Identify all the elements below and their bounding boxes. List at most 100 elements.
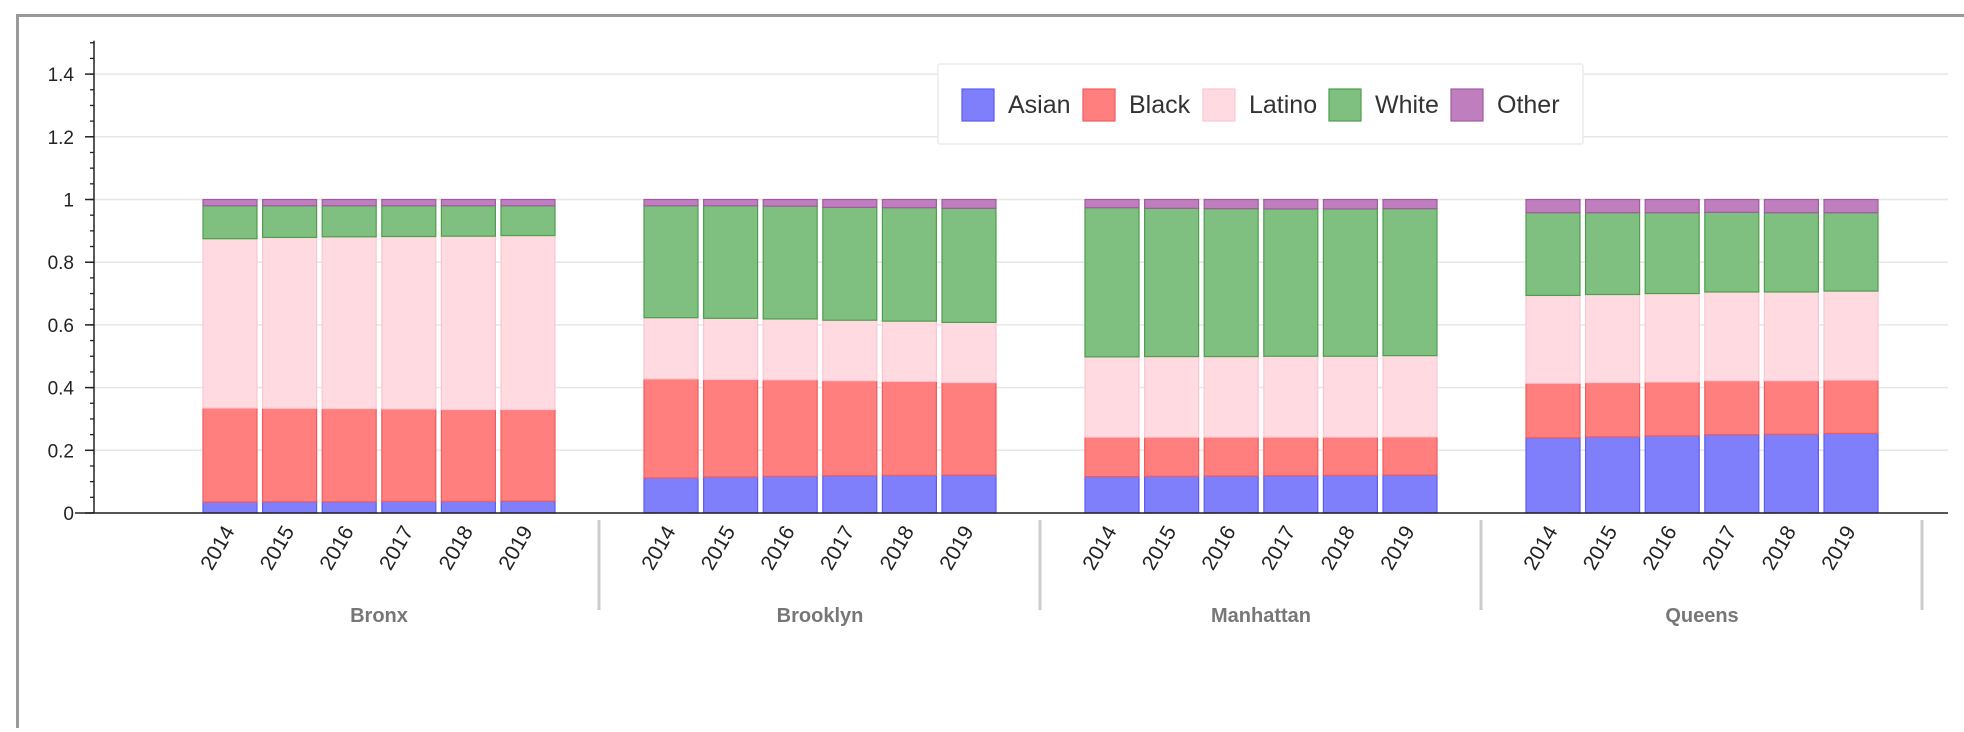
y-tick-label: 0: [63, 504, 74, 525]
bar-segment-latino: [321, 236, 377, 410]
bar-segment-latino: [440, 235, 496, 411]
x-tick-label: 2014: [1519, 522, 1562, 574]
bar-segment-black: [262, 407, 318, 503]
bar-segment-white: [822, 206, 878, 321]
bar-segment-asian: [440, 500, 496, 514]
bar-segment-asian: [1525, 437, 1581, 514]
bar-segment-latino: [1823, 290, 1879, 381]
x-tick-label: 2017: [1257, 522, 1300, 574]
legend-label-white: White: [1375, 91, 1439, 119]
bar-segment-latino: [1644, 292, 1700, 383]
group-label: Bronx: [350, 605, 408, 627]
bar-segment-white: [1084, 207, 1140, 358]
x-tick-label: 2017: [816, 522, 859, 574]
bar-segment-asian: [1704, 434, 1760, 514]
x-tick-label: 2015: [697, 522, 740, 574]
bar-segment-other: [500, 198, 556, 207]
x-tick-label: 2015: [1579, 522, 1622, 574]
y-tick-label: 1.4: [48, 65, 75, 86]
bar-segment-latino: [941, 321, 997, 384]
bar-segment-other: [762, 198, 818, 207]
bar-segment-black: [1143, 436, 1200, 477]
legend-label-other: Other: [1497, 91, 1560, 119]
bar-segment-white: [1823, 212, 1879, 292]
x-tick-label: 2015: [1138, 522, 1181, 574]
x-tick-label: 2018: [1317, 522, 1360, 574]
x-tick-label: 2018: [1758, 522, 1801, 574]
x-tick-label: 2014: [1078, 522, 1121, 574]
bar-segment-other: [1322, 198, 1379, 210]
y-tick-label: 0.8: [48, 253, 74, 274]
x-tick-label: 2019: [1376, 522, 1419, 574]
bar-segment-black: [643, 378, 699, 479]
bar-segment-black: [1084, 436, 1140, 478]
y-tick-label: 0.4: [48, 379, 75, 400]
bar-segment-latino: [1763, 291, 1820, 382]
bar-segment-black: [381, 408, 437, 503]
y-tick-label: 1: [63, 191, 74, 212]
bar-segment-black: [1382, 436, 1438, 476]
bar-segment-other: [1644, 198, 1700, 214]
bar-segment-white: [1584, 212, 1641, 296]
bar-segment-black: [202, 407, 258, 503]
x-tick-label: 2019: [935, 522, 978, 574]
bar-segment-black: [1644, 381, 1700, 437]
bar-segment-other: [643, 198, 699, 207]
bar-segment-white: [702, 205, 759, 319]
legend-swatch-white: [1328, 88, 1362, 122]
bar-segment-other: [381, 198, 437, 207]
bar-segment-asian: [643, 477, 699, 514]
bar-segment-latino: [202, 238, 258, 409]
bar-segment-black: [440, 408, 496, 503]
bar-segment-asian: [822, 475, 878, 514]
frame-fade: [1834, 17, 1964, 35]
bar-segment-other: [1143, 198, 1200, 209]
bar-segment-latino: [1322, 355, 1379, 438]
bar-segment-other: [202, 198, 258, 207]
bar-segment-black: [702, 378, 759, 478]
bar-segment-asian: [1382, 474, 1438, 514]
bar-segment-white: [440, 205, 496, 237]
legend-box: [937, 63, 1584, 145]
bar-segment-asian: [881, 474, 938, 514]
x-tick-label: 2017: [375, 522, 418, 574]
bar-segment-white: [1763, 212, 1820, 293]
bar-segment-other: [1584, 198, 1641, 214]
x-tick-label: 2015: [256, 522, 299, 574]
bar-segment-white: [202, 205, 258, 240]
bar-segment-asian: [1763, 433, 1820, 514]
x-tick-label: 2016: [1638, 522, 1681, 574]
bar-segment-asian: [1203, 475, 1259, 514]
bar-segment-white: [643, 205, 699, 319]
bar-segment-asian: [941, 474, 997, 514]
bar-segment-white: [1322, 208, 1379, 357]
bar-segment-asian: [1263, 475, 1319, 514]
bar-segment-black: [941, 381, 997, 476]
bar-segment-latino: [643, 317, 699, 380]
bar-segment-latino: [500, 234, 556, 411]
group-label: Manhattan: [1211, 605, 1311, 627]
y-tick-label: 0.6: [48, 316, 74, 337]
legend-label-black: Black: [1129, 91, 1191, 119]
bar-segment-white: [381, 205, 437, 238]
y-tick-label: 0.2: [48, 441, 74, 462]
bar-segment-asian: [1823, 432, 1879, 514]
group-label: Brooklyn: [777, 605, 864, 627]
bar-segment-latino: [1525, 294, 1581, 384]
bar-segment-white: [762, 205, 818, 320]
bar-segment-white: [262, 205, 318, 239]
bar-segment-latino: [1203, 355, 1259, 438]
bar-segment-white: [941, 207, 997, 323]
bar-segment-asian: [202, 501, 258, 514]
bar-segment-asian: [321, 501, 377, 514]
bar-segment-latino: [1263, 355, 1319, 438]
bar-segment-black: [500, 408, 556, 502]
bar-segment-black: [1823, 379, 1879, 434]
bar-segment-other: [702, 198, 759, 207]
x-tick-label: 2014: [196, 522, 239, 574]
bar-segment-other: [440, 198, 496, 207]
bar-segment-asian: [1084, 476, 1140, 514]
x-tick-label: 2018: [435, 522, 478, 574]
bar-segment-asian: [500, 500, 556, 514]
bar-segment-asian: [262, 501, 318, 514]
